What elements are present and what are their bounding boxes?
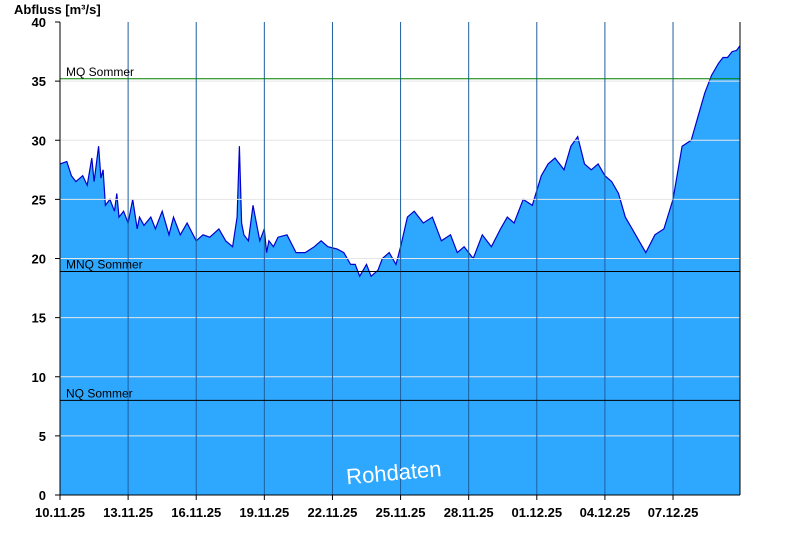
x-tick-label: 04.12.25: [580, 505, 631, 520]
x-tick-label: 13.11.25: [103, 505, 153, 520]
x-tick-labels: 10.11.25 13.11.25 16.11.25 19.11.25 22.11.25…: [35, 505, 698, 520]
reference-line-label: MNQ Sommer: [66, 258, 143, 272]
plot-area: [59, 45, 741, 495]
y-tick-label: 0: [39, 488, 46, 503]
x-tick-label: 28.11.25: [444, 505, 494, 520]
y-axis-label: Abfluss [m³/s]: [14, 2, 101, 17]
y-tick-label: 40: [32, 15, 46, 30]
y-tick-label: 10: [32, 370, 46, 385]
y-tick-label: 15: [32, 311, 46, 326]
y-tick-labels: 0 5 10 15 20 25 30 35 40: [32, 15, 46, 503]
reference-line-label: NQ Sommer: [66, 386, 133, 400]
series-area: [60, 45, 740, 495]
x-tick-label: 22.11.25: [308, 505, 358, 520]
reference-lines: MQ Sommer MNQ Sommer NQ Sommer: [60, 65, 740, 401]
y-tick-label: 35: [32, 74, 46, 89]
reference-line-label: MQ Sommer: [66, 65, 134, 79]
series-line: [59, 45, 741, 278]
y-tick-label: 20: [32, 252, 46, 267]
y-tick-label: 30: [32, 133, 46, 148]
y-tick-label: 25: [32, 192, 46, 207]
x-tick-label: 25.11.25: [376, 505, 426, 520]
x-tick-label: 19.11.25: [239, 505, 289, 520]
x-tick-label: 10.11.25: [35, 505, 85, 520]
axes: [55, 21, 741, 500]
x-tick-label: 07.12.25: [648, 505, 699, 520]
x-tick-label: 01.12.25: [511, 505, 562, 520]
vertical-gridlines: [127, 22, 674, 495]
y-tick-label: 5: [39, 429, 46, 444]
x-tick-label: 16.11.25: [171, 505, 221, 520]
